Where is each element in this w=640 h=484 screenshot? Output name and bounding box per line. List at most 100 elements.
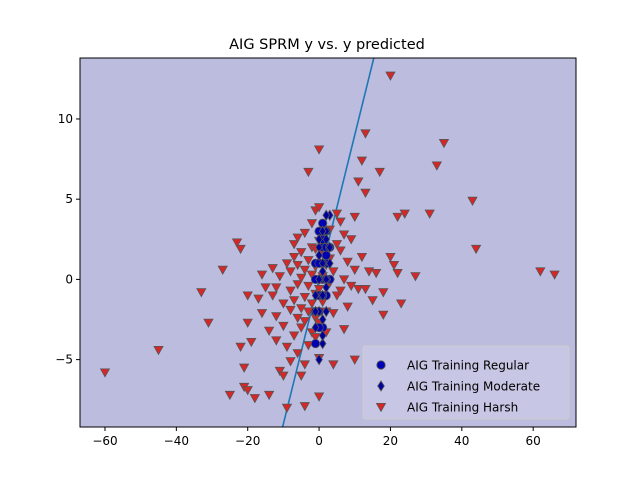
data-point-harsh	[360, 285, 371, 295]
data-point-harsh	[303, 256, 314, 266]
data-point-harsh	[378, 288, 389, 298]
data-point-harsh	[249, 394, 261, 404]
data-point-moderate	[326, 241, 334, 254]
data-point-harsh	[549, 270, 560, 280]
data-point-harsh	[242, 386, 253, 396]
data-point-harsh	[263, 326, 275, 336]
data-point-harsh	[271, 283, 282, 293]
data-point-harsh	[338, 275, 350, 285]
reference-line	[281, 58, 375, 427]
data-point-harsh	[288, 296, 300, 306]
data-point-harsh	[256, 270, 268, 280]
data-point-harsh	[281, 403, 293, 413]
x-tick-label: −20	[235, 434, 260, 448]
data-point-harsh	[288, 331, 300, 341]
data-point-harsh	[296, 304, 307, 314]
data-point-harsh	[224, 390, 236, 401]
data-point-harsh	[335, 217, 346, 227]
data-point-harsh	[342, 302, 353, 312]
series-moderate	[311, 209, 334, 366]
data-point-harsh	[374, 167, 385, 178]
data-point-harsh	[267, 291, 278, 301]
data-point-harsh	[313, 285, 325, 295]
data-point-harsh	[278, 371, 289, 381]
data-point-harsh	[153, 345, 164, 356]
data-point-moderate	[318, 225, 327, 237]
data-point-moderate	[318, 289, 327, 302]
data-point-harsh	[349, 265, 360, 275]
data-point-moderate	[315, 273, 323, 286]
data-point-harsh	[292, 313, 303, 324]
data-point-harsh	[328, 309, 339, 319]
data-point-moderate	[315, 233, 323, 246]
data-point-harsh	[331, 291, 343, 301]
data-point-harsh	[292, 349, 303, 359]
reference-line-layer	[281, 58, 375, 427]
legend-item-regular: AIG Training Regular	[376, 359, 529, 373]
data-point-harsh	[292, 233, 303, 243]
data-point-harsh	[328, 360, 339, 370]
data-point-harsh	[263, 390, 275, 401]
legend: AIG Training Regular AIG Training Moderat…	[362, 345, 570, 420]
data-point-harsh	[313, 392, 325, 402]
data-point-harsh	[313, 145, 325, 155]
data-point-harsh	[356, 156, 368, 166]
data-point-harsh	[342, 257, 353, 267]
data-point-harsh	[260, 283, 271, 293]
data-point-harsh	[353, 177, 364, 187]
data-point-harsh	[238, 363, 250, 373]
data-point-moderate	[322, 281, 330, 294]
legend-label-moderate: AIG Training Moderate	[407, 380, 540, 394]
data-point-harsh	[271, 336, 282, 346]
data-point-harsh	[292, 260, 303, 271]
data-point-harsh	[299, 402, 310, 412]
data-point-harsh	[281, 342, 293, 352]
data-point-harsh	[299, 317, 310, 327]
y-tick-label: 10	[58, 112, 73, 126]
legend-marker-moderate	[377, 380, 385, 392]
data-point-moderate	[318, 265, 327, 278]
data-point-harsh	[306, 299, 318, 309]
data-point-harsh	[285, 286, 296, 296]
legend-item-moderate: AIG Training Moderate	[377, 380, 540, 394]
data-point-harsh	[303, 167, 314, 178]
data-point-moderate	[315, 353, 323, 366]
data-point-harsh	[470, 244, 482, 255]
data-point-harsh	[288, 252, 300, 263]
data-point-harsh	[395, 299, 407, 309]
data-point-harsh	[278, 299, 289, 309]
data-point-moderate	[318, 313, 327, 326]
data-point-harsh	[363, 267, 375, 277]
legend-marker-regular	[376, 360, 386, 370]
data-point-harsh	[346, 281, 357, 292]
data-point-harsh	[399, 209, 410, 219]
data-point-harsh	[438, 139, 450, 149]
data-point-harsh	[356, 252, 368, 263]
data-point-moderate	[311, 321, 320, 334]
data-point-harsh	[424, 209, 435, 219]
data-point-harsh	[296, 273, 307, 284]
data-point-harsh	[235, 244, 246, 255]
data-point-harsh	[99, 368, 111, 378]
data-point-harsh	[310, 333, 321, 343]
data-point-regular	[321, 250, 331, 260]
data-point-harsh	[299, 293, 310, 303]
data-points-layer	[99, 71, 560, 413]
data-point-harsh	[353, 285, 364, 295]
y-tick-label: −5	[55, 353, 73, 367]
data-point-harsh	[235, 342, 246, 352]
data-point-harsh	[288, 240, 300, 250]
data-point-harsh	[385, 71, 396, 81]
data-point-harsh	[535, 267, 546, 277]
y-tick-label: 0	[65, 272, 73, 286]
x-tick-label: 40	[454, 434, 469, 448]
x-tick-label: 20	[383, 434, 398, 448]
data-point-harsh	[296, 371, 307, 381]
data-point-harsh	[467, 196, 478, 207]
data-point-harsh	[392, 212, 403, 223]
data-point-harsh	[431, 161, 443, 171]
data-point-harsh	[267, 264, 278, 274]
data-point-harsh	[388, 260, 400, 271]
legend-marker-harsh	[375, 402, 387, 413]
data-point-harsh	[338, 325, 350, 335]
